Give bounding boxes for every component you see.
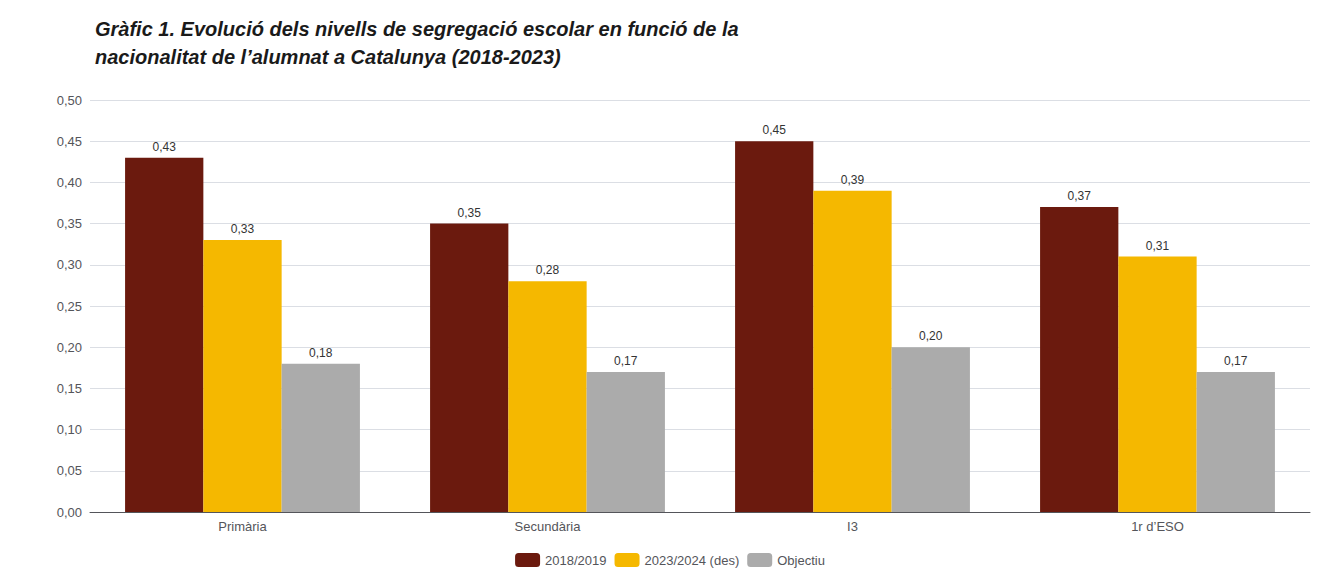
svg-text:Secundària: Secundària [515, 519, 582, 534]
svg-text:0,20: 0,20 [919, 329, 943, 343]
svg-text:0,37: 0,37 [1068, 189, 1092, 203]
svg-text:0,28: 0,28 [536, 263, 560, 277]
svg-text:0,50: 0,50 [57, 93, 82, 108]
svg-text:0,35: 0,35 [458, 206, 482, 220]
svg-text:0,45: 0,45 [57, 134, 82, 149]
svg-text:0,40: 0,40 [57, 175, 82, 190]
svg-text:0,31: 0,31 [1146, 239, 1170, 253]
svg-text:0,15: 0,15 [57, 381, 82, 396]
svg-text:Gràfic 1. Evolució dels nivell: Gràfic 1. Evolució dels nivells de segre… [95, 18, 739, 40]
svg-text:2023/2024 (des): 2023/2024 (des) [645, 553, 740, 568]
svg-text:0,25: 0,25 [57, 299, 82, 314]
svg-text:Primària: Primària [218, 519, 267, 534]
svg-text:0,18: 0,18 [309, 346, 333, 360]
svg-text:0,05: 0,05 [57, 463, 82, 478]
svg-text:0,45: 0,45 [763, 123, 787, 137]
svg-text:0,20: 0,20 [57, 340, 82, 355]
svg-text:0,00: 0,00 [57, 505, 82, 520]
svg-text:0,35: 0,35 [57, 216, 82, 231]
svg-text:2018/2019: 2018/2019 [545, 553, 606, 568]
svg-text:0,39: 0,39 [841, 173, 865, 187]
svg-text:Objectiu: Objectiu [777, 553, 825, 568]
svg-text:0,43: 0,43 [153, 140, 177, 154]
svg-text:I3: I3 [847, 519, 858, 534]
svg-text:0,10: 0,10 [57, 422, 82, 437]
svg-text:1r d’ESO: 1r d’ESO [1131, 519, 1184, 534]
svg-text:nacionalitat de l’alumnat a Ca: nacionalitat de l’alumnat a Catalunya (2… [95, 46, 561, 68]
svg-text:0,17: 0,17 [614, 354, 638, 368]
svg-text:0,30: 0,30 [57, 257, 82, 272]
svg-text:0,33: 0,33 [231, 222, 255, 236]
svg-text:0,17: 0,17 [1224, 354, 1248, 368]
